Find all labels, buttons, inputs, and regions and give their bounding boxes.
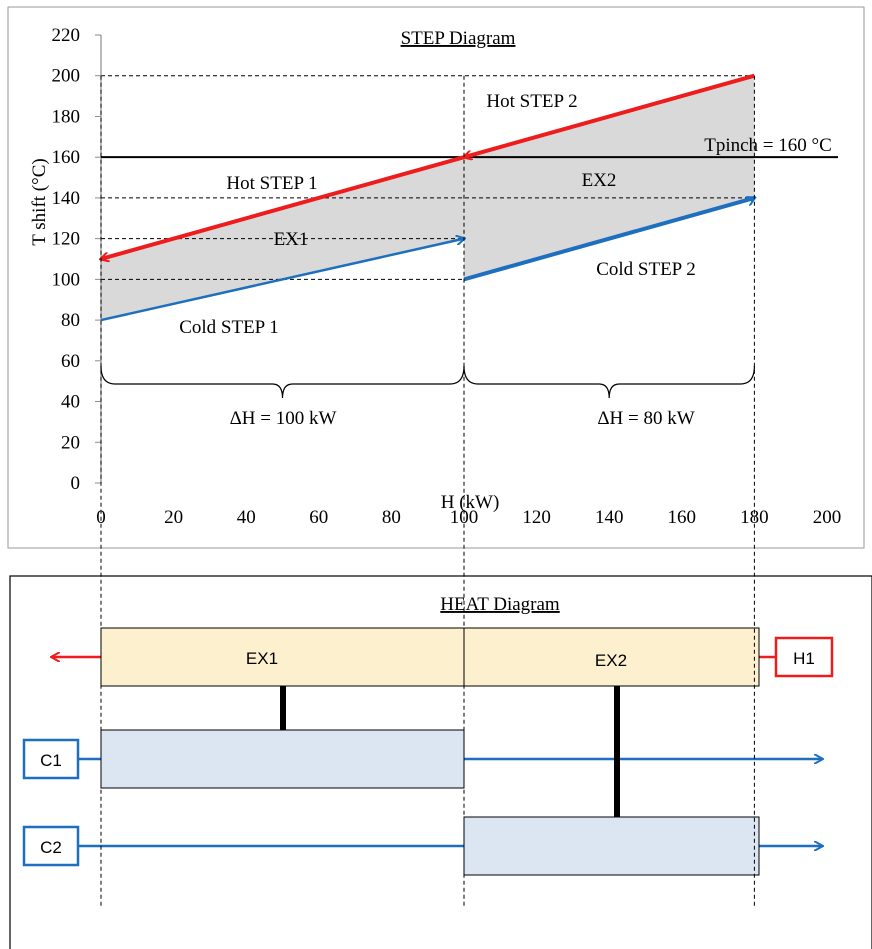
- c2-stream-box: [22, 825, 80, 867]
- y-tick-label: 220: [52, 25, 81, 46]
- ex1-shaded-region: [101, 157, 464, 321]
- ex1-hot-box: [100, 627, 465, 687]
- y-tick-label: 0: [71, 473, 81, 494]
- series-lines: [100, 73, 755, 322]
- ex2-hot-box: [463, 627, 760, 687]
- y-tick-label: 160: [52, 147, 81, 168]
- x-tick-label: 140: [595, 507, 624, 528]
- x-tick-label: 60: [309, 507, 328, 528]
- y-tick-label: 180: [52, 106, 81, 127]
- c1-stream-box: [22, 738, 80, 780]
- hot-step-1-label: Hot STEP 1: [226, 173, 317, 194]
- x-tick-label: 160: [668, 507, 697, 528]
- cold-step-1-line: [100, 239, 464, 322]
- c1-cold-box: [100, 729, 465, 789]
- cold-step-2-arrowhead: [750, 198, 754, 200]
- delta-h-2-label: ΔH = 80 kW: [597, 408, 694, 429]
- ex1-step-label: EX1: [274, 229, 309, 250]
- x-tick-label: 80: [382, 507, 401, 528]
- y-tick-label: 80: [61, 310, 80, 331]
- y-tick-label: 40: [61, 392, 80, 413]
- hot-step-2-line: [464, 73, 755, 157]
- hot-step-2-label: Hot STEP 2: [486, 91, 577, 112]
- x-tick-label: 120: [522, 507, 551, 528]
- delta-h-1-label: ΔH = 100 kW: [230, 408, 337, 429]
- y-tick-label: 60: [61, 351, 80, 372]
- ex2-step-label: EX2: [582, 170, 617, 191]
- hot-step-1-line: [101, 155, 465, 259]
- heat-diagram-title: HEAT Diagram: [440, 594, 560, 615]
- y-tick-label: 120: [52, 229, 81, 250]
- pinch-label: Tpinch = 160 °C: [704, 135, 832, 156]
- ex2-box-label: EX2: [595, 651, 627, 670]
- cold-step-2-label: Cold STEP 2: [596, 259, 696, 280]
- h1-stream-label: H1: [793, 649, 815, 668]
- h1-stream-box: [774, 636, 834, 678]
- delta-h-1-brace: [100, 365, 465, 399]
- dashed-guides: [101, 75, 755, 280]
- step-diagram-panel: STEP Diagram 0 20 40 60 80 100 120 140 160 180 200…: [7, 6, 865, 549]
- c2-stream-label: C2: [40, 838, 62, 857]
- ex1-box-label: EX1: [246, 649, 278, 668]
- x-tick-label: 20: [164, 507, 183, 528]
- braces: [100, 365, 755, 399]
- y-tick-label: 100: [52, 269, 81, 290]
- y-tick-label: 140: [52, 188, 81, 209]
- cold-step-2-line: [463, 195, 755, 282]
- delta-h-2-brace: [463, 365, 755, 399]
- x-tick-label: 40: [237, 507, 256, 528]
- alignment-dashed-lines: [100, 75, 755, 908]
- shaded-regions: [101, 75, 755, 321]
- y-axis-label: T shift (°C): [29, 158, 50, 245]
- cold-step-1-label: Cold STEP 1: [179, 317, 279, 338]
- y-tick-label: 200: [52, 66, 81, 87]
- c2-cold-box: [463, 816, 760, 876]
- x-axis-label: H (kW): [441, 492, 500, 513]
- step-diagram-title: STEP Diagram: [401, 28, 516, 49]
- c1-stream-label: C1: [40, 751, 62, 770]
- heat-diagram-panel: HEAT Diagram H1 EX1 EX2 C1 C2: [9, 575, 872, 949]
- ex2-shaded-region: [464, 75, 755, 280]
- y-tick-label: 20: [61, 432, 80, 453]
- x-tick-label: 200: [813, 507, 842, 528]
